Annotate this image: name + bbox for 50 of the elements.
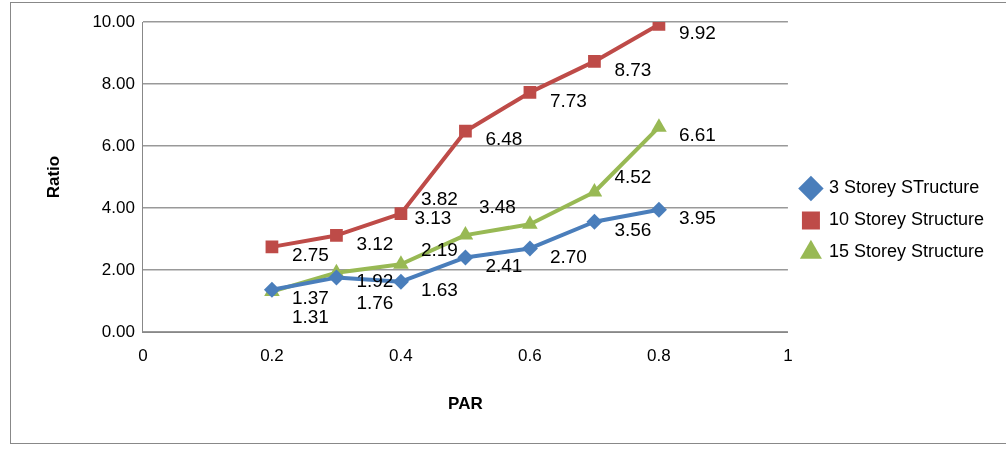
- point: [586, 213, 603, 230]
- data-label: 3.48: [478, 196, 516, 218]
- data-label: 9.92: [678, 21, 716, 43]
- data-label: 2.75: [291, 244, 329, 266]
- data-label: 2.70: [549, 245, 587, 267]
- data-label: 1.63: [420, 278, 458, 300]
- point: [393, 255, 409, 269]
- y-tick-label: 6.00: [101, 135, 135, 155]
- point: [394, 207, 408, 221]
- data-label: 2.41: [485, 254, 523, 276]
- data-label: 6.48: [485, 128, 523, 150]
- point: [457, 249, 474, 266]
- legend-label: 15 Storey Structure: [828, 241, 984, 262]
- data-label: 1.31: [291, 305, 329, 327]
- data-label: 1.37: [291, 286, 329, 308]
- point: [521, 240, 538, 257]
- y-tick-label: 2.00: [101, 259, 135, 279]
- data-label: 3.12: [356, 232, 394, 254]
- x-tick-label: 1: [783, 346, 793, 366]
- x-axis-title: PAR: [448, 394, 483, 414]
- data-label: 3.95: [678, 206, 716, 228]
- point: [457, 226, 474, 240]
- y-tick-label: 10.00: [92, 11, 135, 31]
- x-tick-label: 0.6: [518, 346, 542, 366]
- x-tick-label: 0: [138, 346, 148, 366]
- point: [523, 86, 537, 99]
- data-label: 3.13: [414, 207, 452, 229]
- y-axis-title: Ratio: [43, 155, 63, 199]
- x-tick-label: 0.2: [260, 346, 284, 366]
- y-tick-label: 0.00: [101, 321, 135, 341]
- y-tick-label: 4.00: [101, 197, 135, 217]
- data-label: 8.73: [614, 58, 652, 80]
- data-label: 3.56: [614, 219, 652, 240]
- point: [328, 269, 345, 286]
- legend-label: 10 Storey Structure: [828, 209, 984, 230]
- x-tick-label: 0.4: [389, 346, 413, 366]
- legend-label: 3 Storey STructure: [828, 177, 980, 198]
- point: [330, 229, 343, 242]
- x-tick-label: 0.8: [647, 346, 671, 366]
- point: [588, 55, 601, 68]
- point: [459, 124, 472, 138]
- data-label: 4.52: [614, 166, 652, 188]
- y-tick-label: 8.00: [101, 73, 135, 93]
- data-label: 6.61: [678, 124, 716, 146]
- point: [650, 201, 667, 218]
- data-label: 3.82: [420, 187, 458, 209]
- data-label: 1.76: [356, 291, 394, 313]
- point: [392, 273, 409, 290]
- point: [522, 215, 538, 229]
- data-label: 7.73: [549, 89, 587, 111]
